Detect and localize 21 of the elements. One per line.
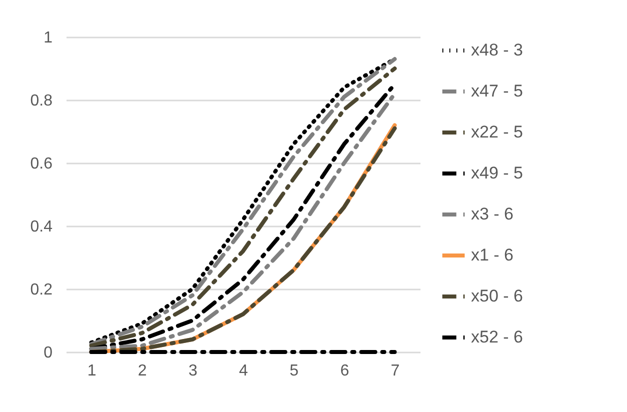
- legend-label: x48 - 3: [471, 40, 523, 60]
- y-tick-label: 1: [44, 30, 53, 46]
- legend-label: x3 - 6: [471, 204, 514, 224]
- legend-label: x50 - 6: [471, 286, 523, 306]
- x-tick-label: 3: [188, 362, 198, 380]
- legend-label: x22 - 5: [471, 122, 523, 142]
- x-tick-label: 4: [239, 362, 248, 380]
- x-tick-label: 5: [290, 362, 299, 380]
- y-tick-label: 0: [44, 344, 53, 362]
- x-tick-label: 6: [340, 362, 350, 380]
- y-tick-label: 0.4: [30, 218, 53, 236]
- legend-label: x47 - 5: [471, 82, 523, 100]
- y-tick-label: 0.6: [30, 156, 53, 172]
- x-tick-label: 7: [390, 362, 400, 380]
- legend-label: x1 - 6: [471, 246, 514, 264]
- legend-label: x49 - 5: [471, 164, 523, 182]
- y-tick-label: 0.8: [30, 92, 53, 110]
- y-tick-label: 0.2: [30, 282, 53, 298]
- legend-label: x52 - 6: [471, 328, 523, 346]
- x-tick-label: 1: [87, 362, 96, 380]
- x-tick-label: 2: [138, 362, 147, 380]
